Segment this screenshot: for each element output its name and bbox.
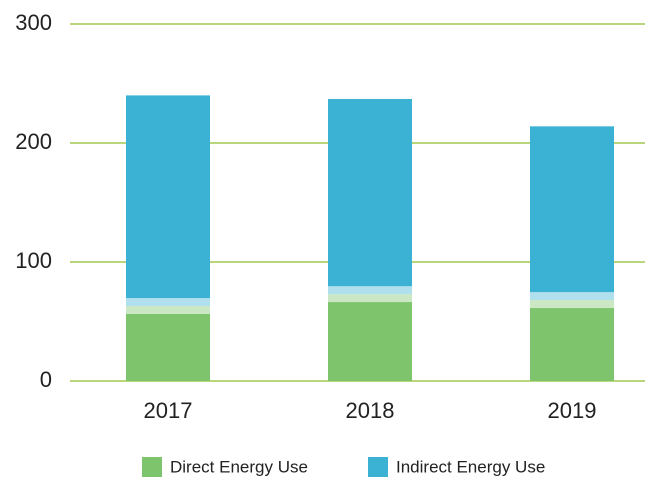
y-tick-label: 100 xyxy=(15,248,52,273)
x-tick-label: 2018 xyxy=(346,398,395,423)
x-tick-label: 2019 xyxy=(548,398,597,423)
legend-swatch xyxy=(368,457,388,477)
y-tick-label: 200 xyxy=(15,129,52,154)
legend-label: Indirect Energy Use xyxy=(396,457,545,476)
bar-segment xyxy=(530,300,614,381)
bar-segment xyxy=(328,98,412,295)
legend-swatch xyxy=(142,457,162,477)
bar-segment xyxy=(126,95,210,307)
y-tick-label: 300 xyxy=(15,10,52,35)
segment-separator xyxy=(126,298,210,315)
legend-label: Direct Energy Use xyxy=(170,457,308,476)
bar-segment xyxy=(328,294,412,381)
y-tick-label: 0 xyxy=(40,367,52,392)
segment-separator xyxy=(530,292,614,309)
segment-separator xyxy=(328,286,412,303)
x-tick-label: 2017 xyxy=(144,398,193,423)
bar-segment xyxy=(126,306,210,381)
bar-segment xyxy=(530,126,614,301)
